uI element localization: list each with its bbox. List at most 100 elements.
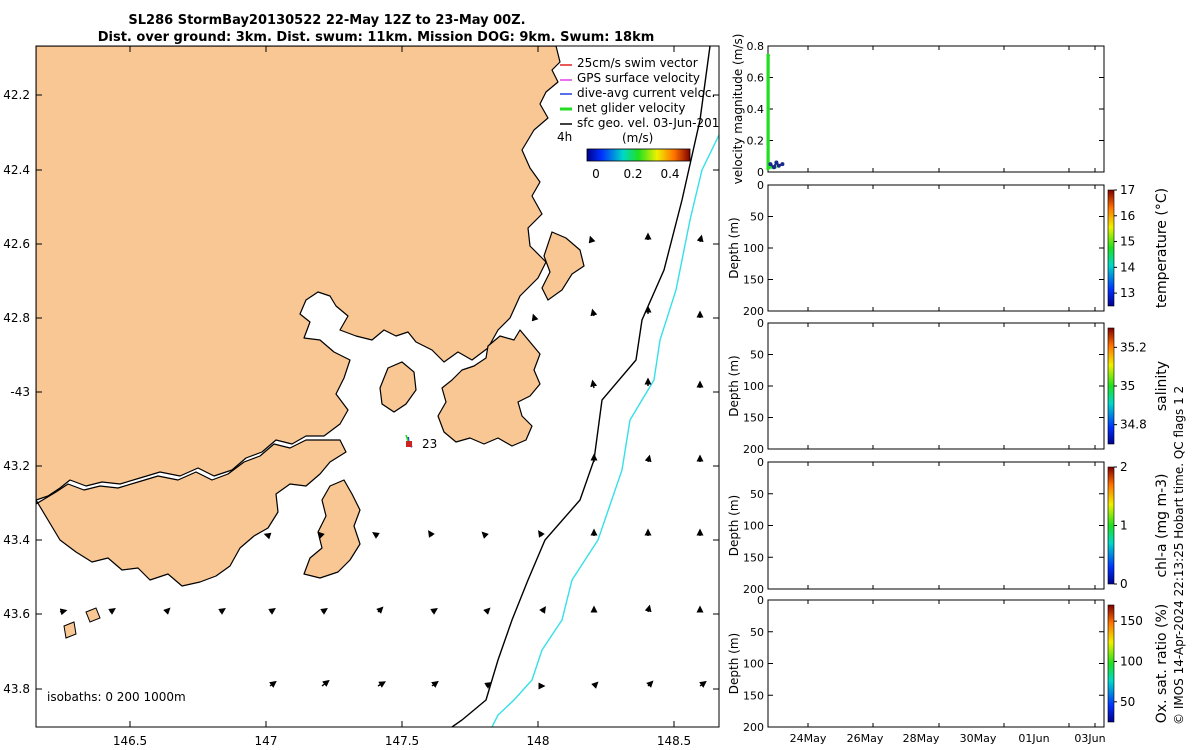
sfc-velocity-arrow-field <box>59 232 707 689</box>
legend-item-net-glider-velocity: net glider velocity <box>560 101 685 115</box>
sfc-velocity-arrow <box>430 608 438 615</box>
map-y-tick-label: 43.6 <box>3 607 30 621</box>
sfc-velocity-arrow <box>538 530 545 538</box>
velocity-data-point <box>772 165 776 170</box>
speed-colorbar <box>586 148 691 162</box>
map-y-tick-label: 42.6 <box>3 237 30 251</box>
map-x-tick-label: 146.5 <box>113 734 147 748</box>
colorbar-tick-label: 16 <box>1120 209 1135 223</box>
sfc-velocity-arrow <box>321 679 330 687</box>
salinity-colorbar <box>1107 327 1115 445</box>
map-y-tick-label: 42.4 <box>3 163 30 177</box>
y-tick-label: 150 <box>743 551 764 564</box>
svg-text:GPS surface velocity: GPS surface velocity <box>577 71 700 85</box>
legend-item-sfc-geo-velocity: sfc geo. vel. 03-Jun-2013 <box>560 116 719 130</box>
map-panel: 23 isobaths: 0 200 1000m 25cm/s swim vec… <box>3 45 720 748</box>
sfc-velocity-arrow <box>588 235 596 244</box>
colorbar-tick-label: 15 <box>1120 235 1135 249</box>
colorbar-tick-label: 14 <box>1120 260 1135 274</box>
sfc-velocity-arrow <box>431 680 439 688</box>
y-tick-label: 0.8 <box>747 40 765 53</box>
sfc-velocity-arrow <box>372 532 380 539</box>
isobaths-label: isobaths: 0 200 1000m <box>47 690 186 704</box>
sfc-velocity-arrow <box>591 681 599 689</box>
x-tick-label: 01Jun <box>1018 732 1049 745</box>
sfc-velocity-arrow <box>218 608 226 615</box>
temperature-colorbar <box>1107 189 1115 307</box>
velocity-data-point <box>766 53 770 58</box>
sfc-velocity-arrow <box>377 681 387 688</box>
y-tick-label: 200 <box>743 721 764 734</box>
isobath-200m <box>451 46 711 727</box>
land-bruny-island <box>303 479 361 579</box>
svg-text:25cm/s swim vector: 25cm/s swim vector <box>577 56 698 70</box>
svg-text:net glider velocity: net glider velocity <box>577 101 685 115</box>
svg-text:dive-avg current veloc.: dive-avg current veloc. <box>577 86 715 100</box>
map-x-axis: 146.5 147 147.5 148 148.5 <box>113 46 691 748</box>
velocity-data-point <box>780 162 785 167</box>
land-islet-2 <box>63 621 77 639</box>
map-x-tick-label: 147.5 <box>385 734 419 748</box>
y-tick-label: 50 <box>750 349 764 362</box>
land-mainland <box>36 46 561 501</box>
speed-colorbar-tick-2: 0.4 <box>660 167 679 181</box>
y-tick-label: 200 <box>743 443 764 456</box>
y-tick-label: 0.4 <box>747 103 765 116</box>
velocity-data-point <box>766 165 770 169</box>
sfc-velocity-arrow <box>644 454 652 463</box>
y-tick-label: 100 <box>743 520 764 533</box>
colorbar-tick-label: 100 <box>1120 654 1143 668</box>
legend-colorbar-unit: (m/s) <box>622 131 653 145</box>
panel-frame <box>767 322 1105 450</box>
sfc-velocity-arrow <box>483 607 491 615</box>
map-y-tick-label: 43.8 <box>3 682 30 696</box>
sfc-velocity-arrow <box>481 531 489 539</box>
glider-track <box>405 434 413 448</box>
land-small-island-1 <box>379 361 417 413</box>
velocity-data-point <box>774 160 779 165</box>
y-tick-label: 0.6 <box>747 72 765 85</box>
colorbar-tick-label: 2 <box>1120 460 1128 474</box>
sfc-velocity-arrow <box>699 680 707 688</box>
colorbar-tick-label: 35 <box>1120 379 1135 393</box>
glider-time-label: 23 <box>422 437 437 451</box>
legend-time-label: 4h <box>557 130 572 144</box>
panel-frame <box>767 599 1105 728</box>
map-x-tick-label: 148 <box>527 734 550 748</box>
sfc-velocity-arrow <box>590 308 598 317</box>
sfc-velocity-arrow <box>590 379 598 389</box>
legend-item-swim-vector: 25cm/s swim vector <box>560 56 698 70</box>
colorbar-tick-label: 1 <box>1120 519 1128 533</box>
x-tick-label: 26May <box>847 732 884 745</box>
legend-item-gps-velocity: GPS surface velocity <box>560 71 700 85</box>
land-maria-island <box>541 231 585 301</box>
colorbar-label: temperature (°C) <box>1154 188 1170 308</box>
y-tick-label: 100 <box>743 658 764 671</box>
sfc-velocity-arrow <box>531 313 539 322</box>
sfc-velocity-arrow <box>269 680 277 688</box>
map-x-tick-label: 148.5 <box>657 734 691 748</box>
map-y-tick-label: 42.8 <box>3 311 30 325</box>
colorbar-tick-label: 150 <box>1120 614 1143 628</box>
sfc-velocity-arrow <box>484 682 492 689</box>
land-tasman-peninsula <box>437 329 541 447</box>
y-tick-label: 200 <box>743 583 764 596</box>
y-axis-label: velocity magnitude (m/s) <box>731 34 745 185</box>
sfc-velocity-arrow <box>108 608 116 615</box>
x-tick-label: 28May <box>903 732 940 745</box>
map-y-tick-label: -43 <box>10 385 30 399</box>
map-x-tick-label: 147 <box>255 734 278 748</box>
colorbar-label: Ox. sat. ratio (%) <box>1154 604 1170 723</box>
colorbar-tick-label: 50 <box>1120 695 1135 709</box>
y-tick-label: 100 <box>743 380 764 393</box>
colorbar-tick-label: 17 <box>1120 183 1135 197</box>
glider-position-marker <box>406 441 412 447</box>
sfc-velocity-arrow <box>317 531 325 539</box>
x-tick-label: 30May <box>960 732 997 745</box>
panel-frame <box>767 461 1105 590</box>
sfc-velocity-arrow <box>428 530 435 538</box>
title-line-2: Dist. over ground: 3km. Dist. swum: 11km… <box>98 30 655 45</box>
colorbar-tick-label: 13 <box>1120 286 1135 300</box>
panel-frame <box>767 45 1105 173</box>
velocity-data-point <box>776 163 781 168</box>
